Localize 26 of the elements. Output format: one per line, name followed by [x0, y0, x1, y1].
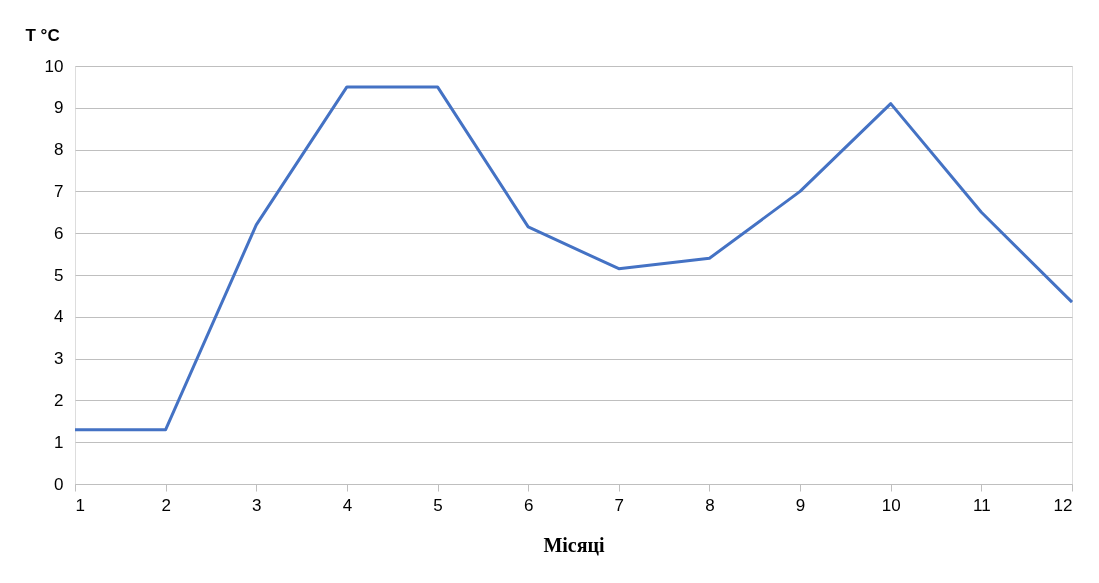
y-tick-label: 0: [54, 474, 64, 494]
y-tick-label: 3: [54, 349, 64, 369]
x-tick-label: 10: [881, 495, 901, 515]
x-tick-label: 1: [75, 495, 85, 515]
x-tick-label: 11: [973, 495, 991, 515]
y-tick-label: 2: [54, 390, 64, 410]
x-tick-label: 3: [252, 495, 262, 515]
x-tick-label: 7: [614, 495, 625, 515]
y-tick-label: 10: [44, 56, 64, 76]
x-tick-label: 8: [705, 495, 715, 515]
y-tick-label: 7: [54, 181, 64, 201]
y-tick-label: 9: [54, 98, 64, 118]
y-tick-label: 4: [54, 307, 64, 327]
x-tick-label: 9: [795, 495, 806, 515]
x-tick-label: 5: [433, 495, 443, 515]
y-axis-title: T °C: [25, 25, 60, 45]
x-tick-label: 12: [1053, 495, 1073, 515]
x-tick-label: 4: [342, 495, 353, 515]
x-tick-label: 2: [161, 495, 171, 515]
y-tick-label: 6: [54, 223, 64, 243]
x-tick-label: 6: [523, 495, 534, 515]
y-tick-label: 5: [54, 265, 64, 285]
x-axis-title: Місяці: [543, 533, 606, 556]
y-tick-label: 8: [54, 140, 64, 160]
line-series: [73, 85, 1074, 432]
y-tick-label: 1: [54, 432, 64, 452]
